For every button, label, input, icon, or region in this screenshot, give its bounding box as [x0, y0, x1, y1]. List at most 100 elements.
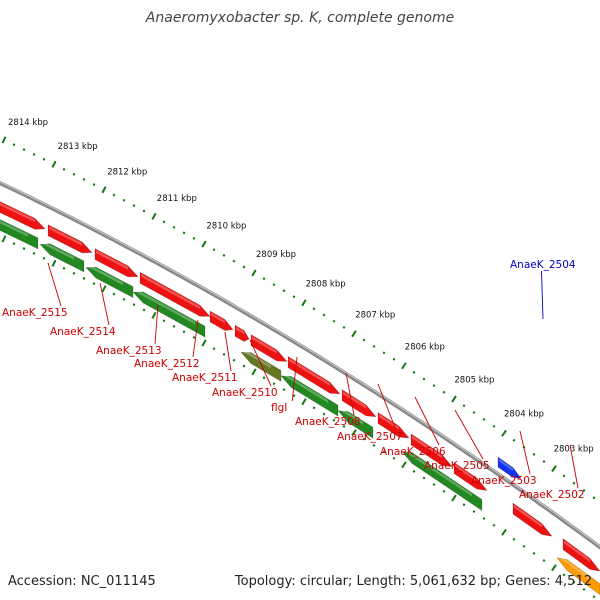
gene-feature[interactable] — [94, 248, 139, 278]
gene-leader-line — [249, 339, 272, 387]
figure-title: Anaeromyxobacter sp. K, complete genome — [145, 10, 455, 26]
gene-label: AnaeK_2510 — [212, 387, 278, 399]
tick-mark — [51, 259, 57, 267]
tick-mark — [292, 394, 296, 398]
gene-leader-line — [541, 270, 544, 320]
tick-mark — [512, 537, 516, 541]
gene-feature[interactable] — [562, 538, 600, 572]
tick-mark — [351, 429, 357, 437]
gene-feature-special[interactable] — [497, 456, 522, 479]
gene-feature[interactable] — [0, 216, 39, 250]
tick-mark — [272, 382, 276, 386]
scale-label: 2813 kbp — [58, 142, 98, 152]
tick-mark — [222, 352, 226, 356]
gene-feature[interactable] — [512, 502, 553, 537]
tick-mark — [292, 295, 296, 299]
gene-feature[interactable] — [287, 356, 341, 395]
tick-mark — [42, 157, 46, 161]
tick-mark — [432, 384, 436, 388]
tick-mark — [482, 417, 486, 421]
scale-label: 2811 kbp — [157, 194, 197, 204]
gene-feature[interactable] — [410, 433, 453, 468]
tick-mark — [472, 411, 476, 415]
tick-mark — [582, 488, 586, 492]
tick-mark — [301, 299, 307, 307]
scale-label: 2806 kbp — [405, 342, 445, 352]
tick-mark — [62, 167, 66, 171]
gene-label: flgI — [271, 402, 287, 414]
tick-mark — [501, 528, 507, 536]
tick-mark — [272, 283, 276, 287]
gene-feature[interactable] — [0, 197, 46, 230]
gene-leader-line — [569, 444, 579, 489]
gene-feature[interactable] — [209, 310, 234, 331]
tick-mark — [482, 516, 486, 520]
scale-label: 2812 kbp — [107, 167, 147, 177]
tick-mark — [582, 587, 586, 591]
tick-mark — [362, 437, 366, 441]
tick-mark — [412, 469, 416, 473]
gene-leader-line — [414, 396, 440, 446]
tick-mark — [251, 368, 257, 376]
tick-mark — [242, 265, 246, 269]
tick-mark — [32, 152, 36, 156]
tick-mark — [201, 339, 207, 347]
scale-labels: 2814 kbp 2813 kbp 2812 kbp 2811 kbp 2810 kbp… — [8, 118, 594, 455]
gene-leader-line — [377, 383, 397, 431]
tick-mark — [462, 503, 466, 507]
tick-mark — [312, 307, 316, 311]
tick-mark — [551, 465, 557, 473]
tick-mark — [401, 461, 407, 469]
tick-mark — [532, 551, 536, 555]
tick-mark — [512, 438, 516, 442]
tick-mark — [592, 595, 596, 599]
gene-feature[interactable] — [139, 271, 211, 317]
tick-mark — [372, 344, 376, 348]
tick-mark — [422, 377, 426, 381]
tick-mark — [22, 247, 26, 250]
tick-mark — [12, 143, 16, 147]
tick-mark — [151, 311, 157, 319]
tick-mark — [342, 424, 346, 428]
tick-mark — [1, 136, 7, 144]
gene-feature[interactable] — [132, 288, 206, 338]
gene-feature[interactable] — [39, 240, 85, 273]
tick-mark — [92, 183, 96, 187]
tick-mark — [212, 347, 216, 351]
tick-mark — [362, 338, 366, 342]
tick-mark — [562, 573, 566, 577]
gene-feature[interactable] — [234, 324, 250, 342]
gene-feature[interactable] — [453, 461, 488, 491]
gene-feature-special[interactable] — [556, 554, 600, 596]
tick-mark — [82, 277, 86, 280]
tick-mark — [492, 523, 496, 527]
tick-mark — [562, 474, 566, 478]
tick-mark — [101, 285, 107, 293]
gene-leader-line — [345, 372, 355, 416]
gene-feature[interactable] — [250, 334, 288, 362]
tick-mark — [12, 242, 16, 246]
gene-feature[interactable] — [401, 447, 483, 512]
tick-mark — [532, 452, 536, 456]
tick-mark — [262, 277, 266, 281]
scale-label: 2803 kbp — [554, 444, 594, 454]
gene-leader-line — [519, 430, 531, 475]
tick-mark — [392, 357, 396, 361]
gene-label: AnaeK_2502 — [519, 489, 585, 501]
scale-label: 2807 kbp — [355, 310, 395, 320]
tick-mark — [342, 325, 346, 329]
tick-mark — [572, 481, 576, 485]
tick-mark — [351, 330, 357, 338]
gene-feature[interactable] — [337, 406, 374, 439]
genome-backbone — [0, 180, 600, 550]
tick-mark — [201, 240, 207, 248]
gene-feature[interactable] — [47, 224, 93, 254]
gene-leader-line — [47, 262, 62, 307]
gene-leader-line — [99, 282, 110, 326]
tick-mark — [122, 198, 126, 202]
tick-mark — [542, 460, 546, 463]
tick-mark — [492, 424, 496, 428]
tick-mark — [162, 319, 166, 323]
tick-mark — [372, 443, 376, 447]
